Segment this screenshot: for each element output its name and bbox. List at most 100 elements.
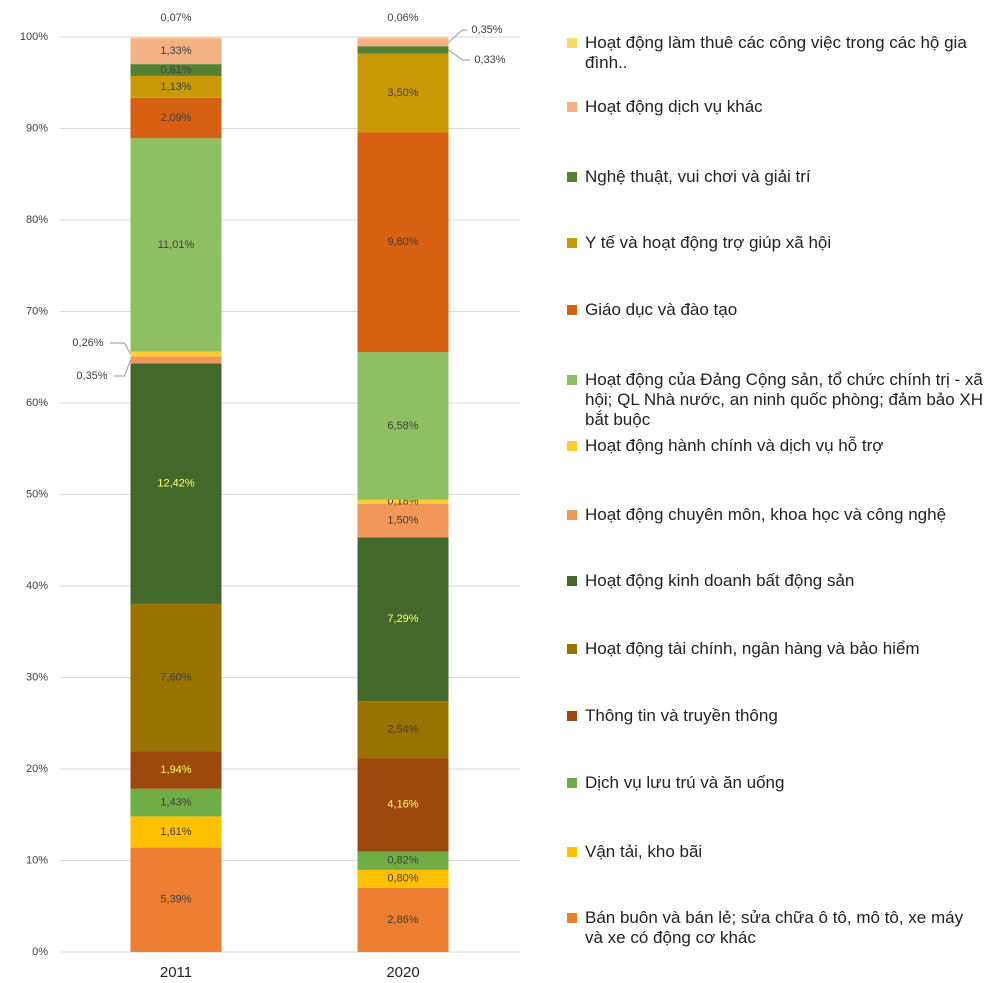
data-label: 0,07% [160,12,191,24]
legend-item: Bán buôn và bán lẻ; sửa chữa ô tô, mô tô… [567,908,985,948]
legend-label: Dịch vụ lưu trú và ăn uống [585,773,785,792]
data-label: 3,50% [387,87,418,99]
legend-swatch [567,375,577,385]
legend-label: Thông tin và truyền thông [585,706,778,725]
legend-swatch [567,576,577,586]
data-label: 6,58% [387,420,418,432]
y-tick-label: 40% [26,580,48,592]
bar-segment [130,75,222,98]
bar-segment [357,37,449,39]
x-tick-label: 2011 [160,964,192,981]
leader-line [114,359,131,377]
data-label: 2,54% [387,723,418,735]
bar-segment [357,352,449,500]
y-tick-label: 90% [26,122,48,134]
legend-swatch [567,644,577,654]
legend-label: Bán buôn và bán lẻ; sửa chữa ô tô, mô tô… [585,908,964,947]
legend-item: Y tế và hoạt động trợ giúp xã hội [567,233,985,253]
y-tick-label: 80% [26,214,48,226]
bar-segment [130,751,222,789]
data-label: 2,86% [387,914,418,926]
legend-swatch [567,238,577,248]
data-label: 0,82% [387,855,418,867]
legend-swatch [567,38,577,48]
bar-segment [357,758,449,852]
y-tick-label: 10% [26,854,48,866]
data-label: 9,80% [387,236,418,248]
legend-item: Hoạt động làm thuê các công việc trong c… [567,33,985,73]
legend-swatch [567,305,577,315]
bar-segment [357,499,449,504]
legend-item: Thông tin và truyền thông [567,706,985,726]
data-label: 1,94% [160,764,191,776]
y-tick-label: 30% [26,671,48,683]
data-label: 5,39% [160,894,191,906]
data-label: 7,29% [387,613,418,625]
y-tick-label: 60% [26,397,48,409]
legend-label: Hoạt động hành chính và dịch vụ hỗ trợ [585,436,884,455]
legend-swatch [567,847,577,857]
legend-item: Hoạt động chuyên môn, khoa học và công n… [567,505,985,525]
bar-segment [357,132,449,353]
legend-item: Hoạt động của Đảng Cộng sản, tổ chức chí… [567,370,985,430]
legend-label: Hoạt động của Đảng Cộng sản, tổ chức chí… [585,370,984,429]
legend-label: Hoạt động tài chính, ngân hàng và bảo hi… [585,639,920,658]
data-label: 1,13% [160,81,191,93]
bar-segment [130,138,222,352]
bar-segment [357,537,449,702]
bar-segment [357,701,449,759]
legend-label: Hoạt động kinh doanh bất động sản [585,571,855,590]
bar-segment [130,816,222,848]
legend-swatch [567,441,577,451]
legend-item: Vận tải, kho bãi [567,842,985,862]
legend-label: Y tế và hoạt động trợ giúp xã hội [585,233,832,252]
data-label: 1,43% [160,796,191,808]
y-tick-label: 50% [26,488,48,500]
bar-segment [357,869,449,888]
legend-swatch [567,778,577,788]
legend-item: Hoạt động kinh doanh bất động sản [567,571,985,591]
legend-label: Hoạt động chuyên môn, khoa học và công n… [585,505,947,524]
bar-segment [357,503,449,538]
bar-segment [130,356,222,364]
legend-item: Hoạt động hành chính và dịch vụ hỗ trợ [567,436,985,456]
legend-swatch [567,510,577,520]
legend-swatch [567,711,577,721]
bar-segment [130,788,222,817]
legend-label: Nghệ thuật, vui chơi và giải trí [585,167,811,186]
bar-segment [357,887,449,952]
bar-segment [357,38,449,47]
y-tick-label: 70% [26,305,48,317]
data-label: 0,80% [387,873,418,885]
bar-segment [130,363,222,604]
bar-segment [130,37,222,39]
data-label: 0,26% [72,337,103,349]
bar-segment [130,351,222,357]
legend-label: Hoạt động dịch vụ khác [585,97,763,116]
data-label: 11,01% [158,239,195,251]
data-label: 7,60% [160,671,191,683]
bar-segment [130,38,222,65]
legend-swatch [567,913,577,923]
leader-line [448,29,467,43]
leader-line [448,49,470,61]
legend-label: Hoạt động làm thuê các công việc trong c… [585,33,967,72]
bar-segment [130,64,222,76]
legend-swatch [567,102,577,112]
data-label: 1,61% [160,826,191,838]
x-tick-label: 2020 [386,964,419,981]
data-label: 0,06% [387,12,418,24]
data-label: 1,33% [160,45,191,57]
data-label: 0,61% [160,64,191,76]
bar-segment [130,603,222,752]
data-label: 12,42% [157,478,195,490]
data-label: 0,33% [474,54,505,66]
chart: 0% 10% 20% 30% 40% 50% 60% 70% 80% 90% 100% 5,39% 1,… [20,12,520,981]
bar-segment [130,847,222,952]
data-label: 0,35% [471,24,502,36]
y-tick-label: 20% [26,763,48,775]
leader-line [110,342,131,355]
y-tick-label: 100% [20,31,48,43]
data-label: 2,09% [160,112,191,124]
legend-label: Giáo dục và đào tạo [585,300,738,319]
